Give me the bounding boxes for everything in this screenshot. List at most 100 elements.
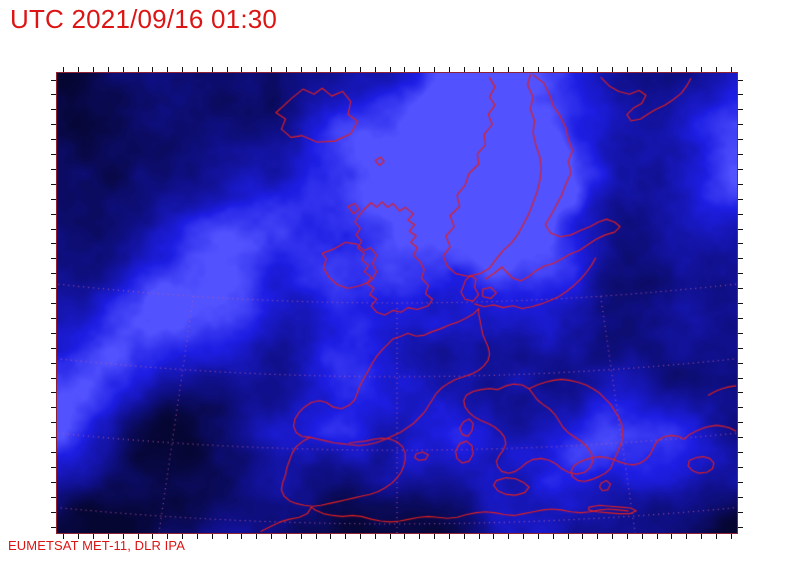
- tick-mark: [167, 67, 169, 72]
- tick-mark: [582, 534, 584, 539]
- tick-mark: [51, 526, 56, 528]
- tick-mark: [463, 67, 465, 72]
- tick-mark: [152, 534, 154, 539]
- tick-mark: [671, 534, 673, 539]
- tick-mark: [51, 317, 56, 319]
- tick-mark: [51, 422, 56, 424]
- tick-mark: [137, 67, 139, 72]
- tick-mark: [51, 213, 56, 215]
- tick-mark: [738, 258, 743, 260]
- tick-mark: [300, 67, 302, 72]
- tick-mark: [404, 67, 406, 72]
- tick-mark: [641, 67, 643, 72]
- tick-mark: [167, 534, 169, 539]
- tick-mark: [715, 534, 717, 539]
- tick-mark: [738, 94, 743, 96]
- tick-mark: [738, 377, 743, 379]
- tick-mark: [374, 67, 376, 72]
- tick-mark: [738, 466, 743, 468]
- tick-mark: [656, 67, 658, 72]
- tick-mark: [51, 79, 56, 81]
- tick-mark: [51, 377, 56, 379]
- tick-mark: [51, 168, 56, 170]
- tick-mark: [93, 67, 95, 72]
- tick-mark: [389, 534, 391, 539]
- tick-mark: [434, 534, 436, 539]
- tick-mark: [738, 243, 743, 245]
- tick-mark: [345, 534, 347, 539]
- tick-mark: [51, 511, 56, 513]
- tick-mark: [419, 67, 421, 72]
- tick-mark: [463, 534, 465, 539]
- tick-mark: [51, 258, 56, 260]
- tick-mark: [256, 67, 258, 72]
- satellite-map-canvas: [57, 73, 737, 533]
- tick-mark: [211, 67, 213, 72]
- tick-mark: [51, 273, 56, 275]
- tick-mark: [656, 534, 658, 539]
- tick-mark: [51, 466, 56, 468]
- tick-mark: [51, 392, 56, 394]
- tick-mark: [671, 67, 673, 72]
- tick-mark: [122, 534, 124, 539]
- tick-mark: [285, 67, 287, 72]
- tick-mark: [419, 534, 421, 539]
- tick-mark: [63, 67, 65, 72]
- tick-mark: [738, 407, 743, 409]
- tick-mark: [738, 362, 743, 364]
- tick-mark: [374, 534, 376, 539]
- tick-mark: [107, 534, 109, 539]
- tick-mark: [51, 109, 56, 111]
- tick-mark: [582, 67, 584, 72]
- tick-mark: [523, 534, 524, 539]
- tick-mark: [241, 534, 243, 539]
- tick-mark: [700, 534, 702, 539]
- tick-mark: [51, 303, 56, 304]
- tick-mark: [478, 67, 480, 72]
- tick-mark: [51, 124, 56, 126]
- tick-mark: [738, 124, 743, 126]
- tick-mark: [51, 228, 56, 230]
- tick-mark: [315, 67, 317, 72]
- tick-marks-bottom: [56, 534, 738, 539]
- tick-mark: [738, 437, 743, 439]
- tick-mark: [612, 67, 613, 72]
- tick-mark: [552, 67, 554, 72]
- tick-mark: [51, 332, 56, 334]
- tick-mark: [738, 273, 743, 275]
- tick-mark: [738, 213, 743, 215]
- tick-mark: [537, 67, 539, 72]
- tick-mark: [738, 332, 743, 334]
- source-credit-label: EUMETSAT MET-11, DLR IPA: [8, 538, 185, 553]
- tick-mark: [78, 67, 80, 72]
- tick-mark: [738, 422, 743, 424]
- tick-mark: [51, 243, 56, 245]
- tick-mark: [359, 534, 361, 539]
- tick-mark: [738, 79, 743, 81]
- tick-mark: [686, 534, 688, 539]
- satellite-map-frame: [56, 72, 738, 534]
- tick-mark: [107, 67, 109, 72]
- tick-mark: [196, 67, 198, 72]
- tick-mark: [738, 139, 743, 141]
- tick-mark: [51, 437, 56, 439]
- tick-mark: [256, 534, 258, 539]
- tick-marks-right: [738, 72, 743, 534]
- tick-mark: [315, 534, 317, 539]
- tick-mark: [51, 183, 56, 185]
- tick-marks-left: [51, 72, 56, 534]
- tick-mark: [700, 67, 702, 72]
- tick-mark: [626, 67, 628, 72]
- tick-mark: [63, 534, 65, 539]
- tick-mark: [122, 67, 124, 72]
- tick-mark: [478, 534, 480, 539]
- tick-mark: [448, 534, 450, 539]
- tick-mark: [508, 534, 510, 539]
- tick-mark: [51, 496, 56, 498]
- tick-mark: [51, 362, 56, 364]
- tick-mark: [434, 67, 436, 72]
- tick-mark: [51, 347, 56, 349]
- tick-mark: [51, 481, 56, 483]
- tick-mark: [271, 534, 272, 539]
